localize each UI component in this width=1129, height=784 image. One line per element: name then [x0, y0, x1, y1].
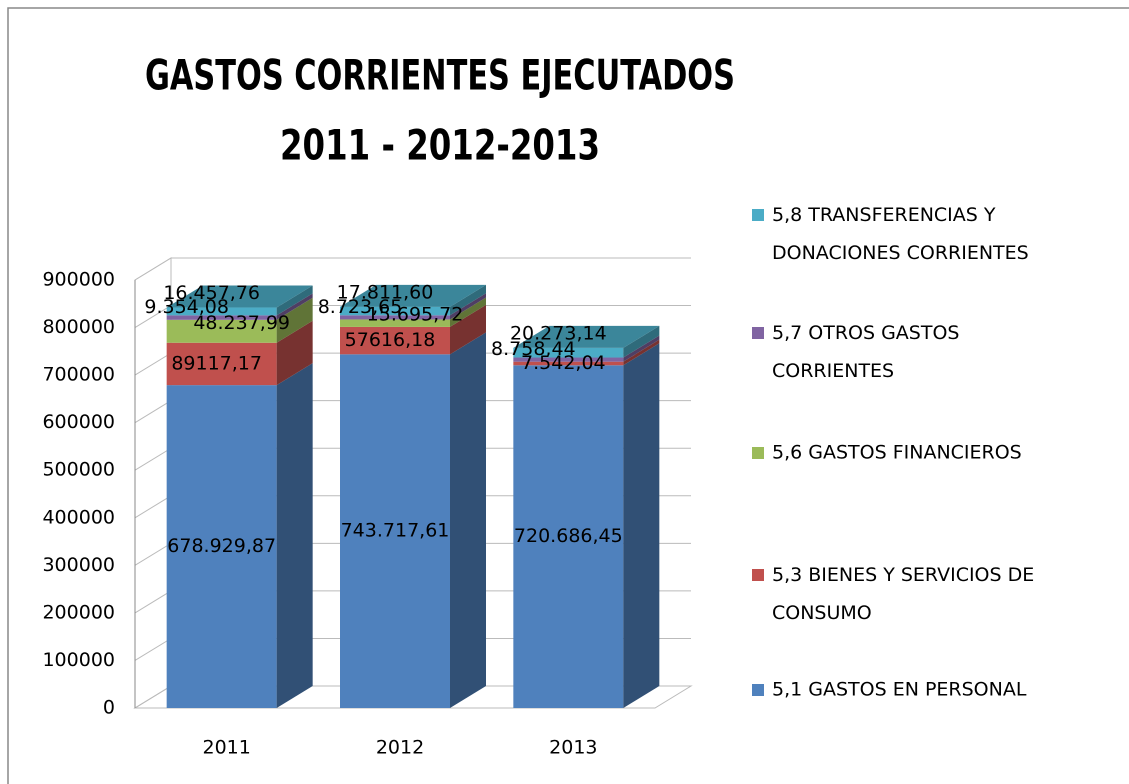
x-tick-label: 2012 — [376, 737, 424, 759]
bar-segment — [166, 342, 277, 386]
bar-segment — [166, 315, 277, 320]
y-tick-label: 700000 — [42, 364, 115, 386]
data-label: 743.717,61 — [341, 520, 450, 542]
bar-top — [513, 325, 660, 348]
data-label: 720.686,45 — [514, 525, 623, 547]
x-tick-label: 2013 — [549, 737, 597, 759]
legend-swatch — [752, 684, 764, 696]
bar-segment — [513, 361, 624, 366]
bar-segment — [340, 326, 450, 355]
bar-side — [623, 335, 660, 362]
data-label: 57616,18 — [345, 329, 436, 351]
legend-swatch — [752, 447, 764, 459]
bar-side — [450, 332, 486, 708]
bar-segment — [166, 385, 277, 708]
data-label: 8.723,65 — [318, 296, 403, 318]
bar-side — [276, 363, 313, 708]
y-tick-label: 200000 — [42, 601, 115, 623]
y-tick-label: 800000 — [42, 316, 115, 338]
chart-title: GASTOS CORRIENTES EJECUTADOS — [145, 51, 735, 100]
bar-top — [166, 285, 313, 308]
data-label: 9.354,08 — [144, 296, 229, 318]
legend-swatch — [752, 569, 764, 581]
bar-side — [276, 293, 313, 320]
y-tick-label: 500000 — [42, 459, 115, 481]
chart-border — [7, 7, 1129, 784]
bar-segment — [513, 347, 624, 358]
grid-line — [134, 257, 691, 281]
y-tick-label: 100000 — [42, 649, 115, 671]
y-tick-label: 300000 — [42, 554, 115, 576]
bar-side — [450, 304, 486, 355]
data-label: 16.457,76 — [163, 282, 260, 304]
data-label: 48.237,99 — [193, 312, 290, 334]
legend-swatch — [752, 209, 764, 221]
legend-label: 5,6 GASTOS FINANCIEROS — [772, 442, 1022, 464]
bar-segment — [513, 357, 624, 362]
legend-label: 5,8 TRANSFERENCIAS Y DONACIONES CORRIENTE… — [772, 204, 1029, 264]
bar-segment — [340, 319, 450, 327]
y-tick-label: 0 — [103, 697, 115, 719]
back-wall — [134, 257, 172, 709]
bar-segment — [340, 306, 450, 316]
bar-segment — [340, 354, 450, 708]
y-tick-label: 900000 — [42, 269, 115, 291]
data-label: 89117,17 — [171, 352, 262, 374]
bar-side — [450, 293, 486, 320]
x-tick-label: 2011 — [202, 737, 250, 759]
bar-side — [623, 325, 660, 358]
bar-segment — [513, 365, 624, 708]
data-label: 17.811,60 — [337, 281, 434, 303]
y-tick-label: 400000 — [42, 506, 115, 528]
data-label: 15.695,72 — [367, 304, 464, 326]
data-label: 8.758,44 — [491, 338, 576, 360]
bar-segment — [340, 315, 450, 320]
legend-label: 5,3 BIENES Y SERVICIOS DE CONSUMO — [772, 564, 1034, 624]
bar-side — [276, 285, 313, 316]
legend-swatch — [752, 327, 764, 339]
data-label: 7.542,04 — [521, 352, 606, 374]
bar-side — [276, 297, 313, 343]
bar-side — [450, 284, 486, 316]
data-label: 20.273,14 — [510, 322, 607, 344]
bar-segment — [166, 307, 277, 316]
bar-side — [276, 320, 313, 386]
chart-subtitle: 2011 - 2012-2013 — [280, 121, 600, 170]
bar-side — [623, 339, 660, 366]
bar-top — [340, 284, 486, 307]
bar-side — [450, 297, 486, 327]
bar-side — [623, 343, 660, 708]
bar-segment — [166, 319, 277, 343]
data-label: 678.929,87 — [167, 535, 276, 557]
y-tick-label: 600000 — [42, 411, 115, 433]
legend-label: 5,7 OTROS GASTOS CORRIENTES — [772, 322, 959, 382]
legend-label: 5,1 GASTOS EN PERSONAL — [772, 679, 1027, 701]
